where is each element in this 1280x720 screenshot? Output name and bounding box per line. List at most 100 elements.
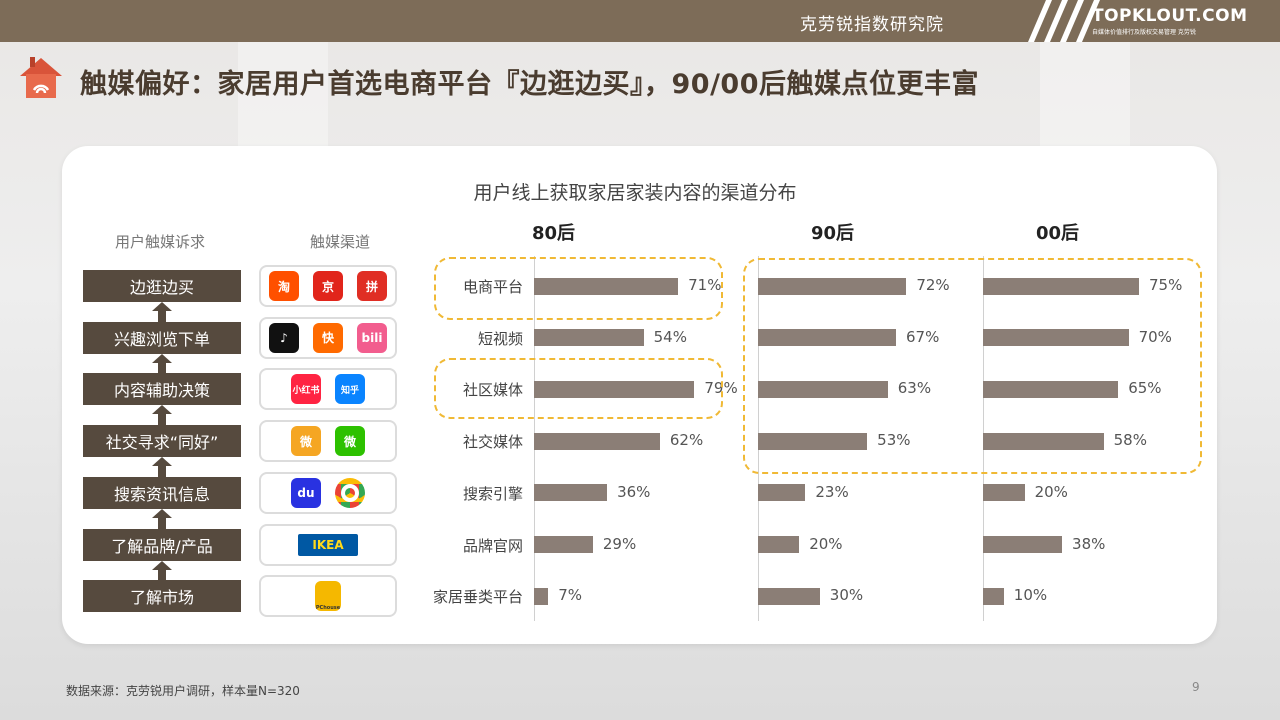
house-icon: [20, 57, 62, 98]
bar: [534, 536, 593, 553]
category-label: 社区媒体: [462, 381, 523, 400]
page-number: 9: [1192, 680, 1200, 694]
data-label: 70%: [1138, 327, 1172, 346]
bar: [758, 329, 897, 347]
series-header: 00后: [1036, 223, 1080, 244]
data-label: 36%: [617, 482, 651, 501]
data-label: 20%: [809, 534, 843, 553]
header-slash-decoration: [1028, 0, 1100, 42]
arrow-up-icon: [152, 560, 172, 581]
bilibili-icon: bili: [357, 322, 387, 353]
header-bar: 克劳锐指数研究院 TOPKLOUT.COM 自媒体价值排行及版权交易管理 克劳锐: [0, 0, 1280, 42]
category-label: 搜索引擎: [462, 484, 523, 503]
bar: [983, 536, 1063, 553]
bar: [983, 587, 1004, 605]
data-label: 62%: [669, 431, 704, 450]
column-head-needs: 用户触媒诉求: [115, 233, 206, 251]
baidu-icon: du: [291, 477, 321, 508]
bar: [983, 380, 1119, 398]
data-label: 29%: [602, 534, 637, 553]
need-box: 边逛边买: [83, 270, 241, 302]
arrow-up-icon: [152, 508, 172, 529]
bar: [758, 587, 820, 605]
channel-box: 淘京拼: [259, 265, 397, 307]
category-label: 社交媒体: [462, 433, 523, 452]
bar: [758, 277, 907, 295]
bar: [983, 329, 1129, 347]
chart-title: 用户线上获取家居家装内容的渠道分布: [473, 182, 797, 204]
bar: [534, 329, 644, 347]
logo-text: TOPKLOUT.COM: [1092, 6, 1248, 26]
data-label: 65%: [1128, 379, 1162, 398]
data-label: 58%: [1113, 431, 1147, 450]
bar: [758, 484, 806, 502]
channel-box: IKEA: [259, 523, 397, 566]
highlight-ecommerce: [434, 257, 723, 320]
highlight-community: [434, 358, 723, 419]
bar: [534, 380, 695, 398]
column-head-channels: 触媒渠道: [310, 233, 371, 251]
data-label: 75%: [1149, 276, 1183, 294]
arrow-up-icon: [152, 353, 172, 374]
kuaishou-icon: 快: [313, 322, 343, 353]
need-box: 了解市场: [83, 580, 241, 613]
bar: [758, 536, 800, 553]
douyin-icon: ♪: [269, 322, 299, 353]
institute-name: 克劳锐指数研究院: [800, 15, 944, 35]
channel-box: PChouse: [259, 575, 397, 618]
category-label: 电商平台: [462, 278, 523, 296]
bar: [758, 432, 868, 450]
bar: [758, 380, 888, 398]
data-label: 71%: [688, 276, 722, 294]
bar: [534, 432, 660, 450]
pchouse-icon: PChouse: [315, 581, 341, 612]
bar: [534, 587, 549, 605]
ikea-icon: IKEA: [298, 533, 358, 556]
data-label: 63%: [897, 379, 932, 398]
need-box: 兴趣浏览下单: [83, 321, 241, 354]
arrow-up-icon: [152, 302, 172, 322]
channel-box: 微微: [259, 420, 397, 463]
data-label: 54%: [653, 327, 687, 346]
channel-box: 小红书 知乎: [259, 368, 397, 411]
channel-box: ♪ 快 bili: [259, 316, 397, 359]
data-label: 23%: [815, 482, 849, 501]
data-label: 53%: [877, 431, 911, 450]
category-label: 短视频: [477, 329, 523, 348]
bar: [534, 484, 608, 502]
chrome-icon: [335, 477, 365, 508]
bar: [534, 277, 679, 295]
need-box: 了解品牌/产品: [83, 528, 241, 561]
topklout-logo: TOPKLOUT.COM 自媒体价值排行及版权交易管理 克劳锐: [1092, 6, 1252, 38]
need-box: 社交寻求“同好”: [83, 425, 241, 458]
jd-icon: 京: [313, 271, 343, 301]
highlight-90-00: [743, 258, 1202, 474]
arrow-up-icon: [152, 457, 172, 478]
taobao-icon: 淘: [269, 271, 299, 301]
data-label: 7%: [558, 586, 582, 605]
page-title: 触媒偏好：家居用户首选电商平台『边逛边买』，90/00后触媒点位更丰富: [80, 69, 980, 100]
logo-subtext: 自媒体价值排行及版权交易管理 克劳锐: [1092, 29, 1196, 36]
weibo-icon: 微: [291, 426, 321, 457]
channel-box: du: [259, 471, 397, 514]
bar: [983, 484, 1025, 502]
bar: [983, 432, 1104, 450]
need-box: 搜索资讯信息: [83, 476, 241, 509]
zhihu-icon: 知乎: [335, 374, 365, 405]
data-source: 数据来源：克劳锐用户调研，样本量N=320: [66, 684, 300, 698]
bar: [983, 277, 1139, 295]
data-label: 30%: [829, 586, 864, 605]
need-box: 内容辅助决策: [83, 373, 241, 406]
pinduoduo-icon: 拼: [357, 271, 387, 301]
data-label: 10%: [1013, 586, 1048, 605]
wechat-icon: 微: [335, 426, 365, 457]
arrow-up-icon: [152, 405, 172, 426]
category-label: 家居垂类平台: [432, 588, 523, 607]
data-label: 72%: [916, 276, 950, 294]
xiaohongshu-icon: 小红书: [291, 374, 321, 405]
series-header: 80后: [532, 223, 576, 244]
data-label: 38%: [1072, 534, 1106, 553]
category-label: 品牌官网: [462, 536, 523, 555]
data-label: 20%: [1034, 482, 1068, 501]
data-label: 67%: [906, 327, 940, 346]
